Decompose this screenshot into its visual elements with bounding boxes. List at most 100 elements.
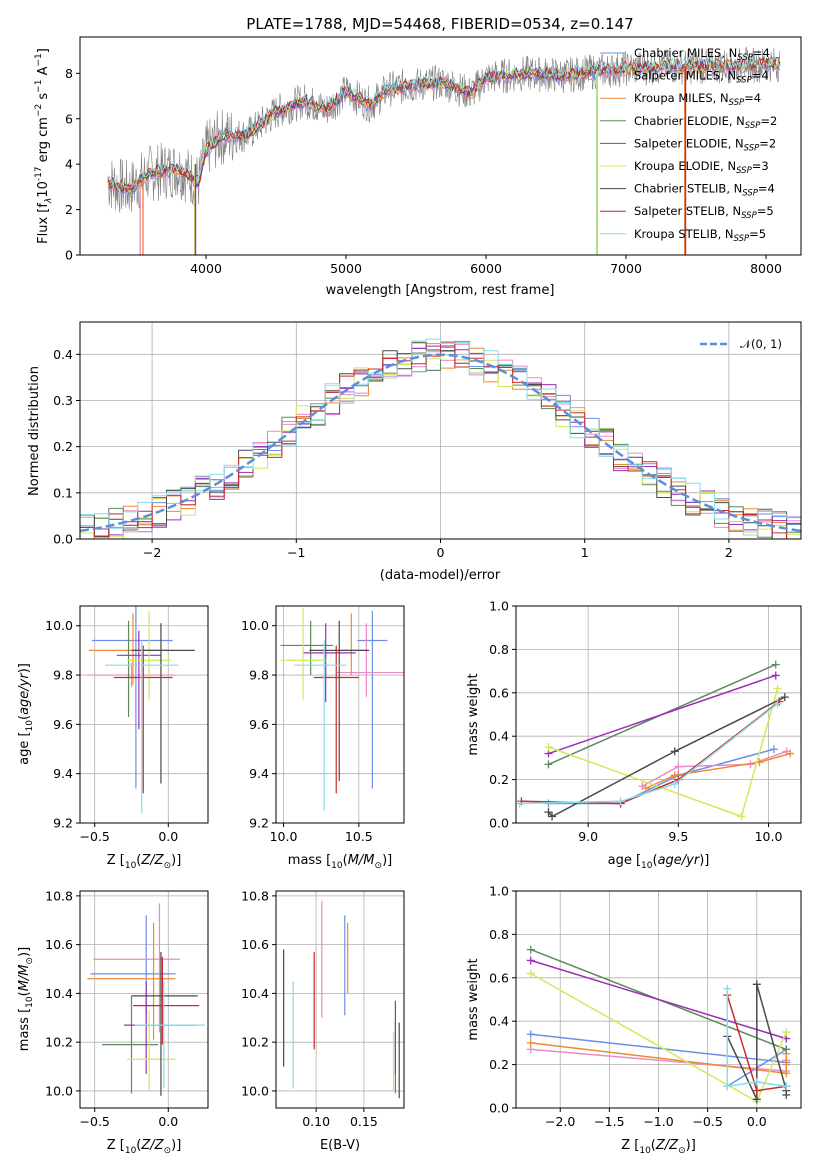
plus-marker	[769, 745, 778, 754]
y-axis-label: mass [10(M/M⊙)]	[17, 947, 35, 1051]
y-close: ]	[36, 48, 51, 53]
label-italic: M/M	[17, 964, 32, 991]
plus-marker	[782, 1082, 791, 1091]
x-tick-label: 8000	[750, 261, 782, 276]
legend-sub: SSP	[729, 98, 745, 108]
y-tick-label: 0.4	[53, 347, 73, 362]
plus-marker	[516, 799, 524, 808]
mass-weight-line	[519, 703, 779, 805]
plus-marker	[782, 1060, 791, 1069]
y-tick-label: 9.6	[53, 717, 73, 732]
label-sub: 10	[25, 996, 35, 1008]
legend-suffix: =5	[749, 227, 766, 241]
label-sub: 10	[125, 1146, 137, 1156]
label-close: )]	[17, 663, 32, 673]
y-tick-label: 10.0	[45, 618, 73, 633]
label-italic: age/yr	[658, 853, 701, 868]
plus-marker	[670, 747, 679, 756]
plus-marker	[752, 980, 761, 989]
y-tick-label: 9.4	[249, 766, 269, 781]
legend-label: Kroupa ELODIE, NSSP=3	[634, 159, 769, 176]
plus-marker	[641, 784, 650, 793]
legend-label: Chabrier MILES, NSSP=4	[634, 46, 770, 63]
label-sub: 10	[25, 720, 35, 732]
plus-marker	[786, 749, 795, 758]
label-rest: (	[653, 853, 658, 868]
legend-sub: SSP	[734, 234, 750, 244]
x-tick-label: 7000	[610, 261, 642, 276]
x-axis-label: wavelength [Angstrom, rest frame]	[326, 283, 555, 298]
y-tick-label: 10.4	[241, 986, 269, 1001]
y-tick-label: 0.6	[489, 685, 509, 700]
label-close: )]	[171, 853, 181, 868]
y-tick-label: 9.6	[249, 717, 269, 732]
panel-residuals: −2 −1 0 1 2 0.0 0.1 0.2 0.3 0.4 𝒩(0, 1) (data-model…	[27, 321, 802, 583]
label-sub: 10	[639, 1146, 651, 1156]
axes-frame	[275, 890, 405, 1109]
plus-marker	[752, 1077, 761, 1086]
x-tick-label: 0.0	[158, 1114, 178, 1129]
label-close: )]	[686, 1138, 696, 1153]
label-close: )]	[382, 853, 392, 868]
y-tick-label: 0.4	[489, 1014, 509, 1029]
legend-suffix: =4	[753, 46, 770, 60]
label-rest: (	[651, 1138, 656, 1153]
x-tick-label: 9.0	[578, 829, 598, 844]
x-axis-label: Z [10(Z/Z⊙)]	[621, 1138, 696, 1156]
x-axis-label: mass [10(M/M⊙)]	[288, 853, 392, 871]
legend-sub: SSP	[744, 143, 760, 153]
y-tick-label: 0.4	[489, 729, 509, 744]
panel-mass_vs_Z: −0.5 0.0 10.0 10.2 10.4 10.6 10.8 Z [10(Z/Z⊙)] m…	[17, 888, 209, 1156]
y-tick-label: 0.0	[489, 1101, 509, 1116]
y-tick-label: 10.2	[45, 1035, 73, 1050]
mass-weight-line	[530, 959, 787, 1040]
label-sub2: ⊙	[25, 957, 35, 965]
legend-suffix: =5	[757, 204, 774, 218]
y-tick-label: 9.8	[249, 668, 269, 683]
plus-marker	[544, 743, 553, 752]
x-tick-label: 10.0	[755, 829, 783, 844]
y-axis-label: mass weight	[466, 673, 481, 755]
legend-sub: SSP	[741, 211, 757, 221]
x-tick-label: 1	[581, 545, 589, 560]
legend-sub: SSP	[737, 53, 753, 63]
axes-frame	[515, 890, 802, 1109]
y-tick-label: 0.2	[489, 772, 509, 787]
y-tick-label: 0.8	[489, 642, 509, 657]
y-tick-label: 10.2	[241, 1035, 269, 1050]
x-tick-label: 5000	[330, 261, 362, 276]
y-tick-label: 1.0	[489, 599, 509, 614]
x-tick-label: −0.5	[80, 1114, 110, 1129]
plot-area	[107, 46, 781, 255]
label-close: )]	[699, 853, 709, 868]
panel-spectrum: 4000 5000 6000 7000 8000 0 2 4 6 8 Chabrier MILES,…	[34, 36, 802, 298]
x-tick-label: −0.5	[692, 1114, 722, 1129]
label-italic: Z/Z	[140, 1138, 164, 1153]
plus-marker	[782, 1069, 791, 1078]
y-tick-label: 0.0	[53, 532, 73, 547]
legend-suffix: =2	[759, 136, 776, 150]
legend-label: Salpeter STELIB, NSSP=5	[634, 204, 774, 221]
x-tick-label: 0.10	[302, 1114, 330, 1129]
legend-label: Salpeter ELODIE, NSSP=2	[634, 136, 776, 153]
mass-weight-line	[641, 750, 787, 787]
plus-marker	[723, 1082, 732, 1091]
y-tick-label: 10.0	[241, 1083, 269, 1098]
plot-area	[280, 608, 404, 811]
panel-massweight_vs_age: 9.0 9.5 10.0 0.0 0.2 0.4 0.6 0.8 1.0 age [10(age/…	[466, 599, 802, 871]
plus-marker	[782, 1028, 791, 1037]
label-italic: Z/Z	[140, 853, 164, 868]
x-tick-label: −1	[287, 545, 305, 560]
label-rest: (	[136, 1138, 141, 1153]
plus-marker	[670, 779, 679, 788]
axes-frame	[515, 605, 802, 824]
panel-massweight_vs_Z: −2.0 −1.5 −1.0 −0.5 0.0 0.0 0.2 0.4 0.6 0.8 1.0 Z […	[466, 884, 802, 1156]
y-axis-label: age [10(age/yr)]	[17, 663, 35, 765]
plus-marker	[773, 699, 782, 708]
y-tick-label: 0.2	[53, 439, 73, 454]
legend-sub: SSP	[736, 76, 752, 86]
residual-histogram	[80, 338, 801, 539]
plus-marker	[526, 1030, 535, 1039]
y-tail: erg cm	[36, 117, 51, 166]
legend-sub: SSP	[742, 189, 758, 199]
